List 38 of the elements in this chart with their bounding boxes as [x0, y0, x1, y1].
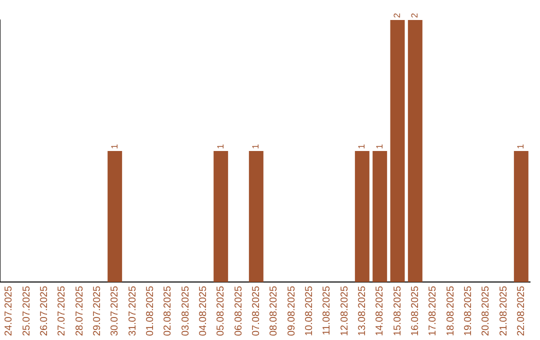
x-tick-label: 30.07.2025 — [110, 286, 121, 336]
x-tick-label: 31.07.2025 — [127, 286, 138, 336]
x-tick-label: 06.08.2025 — [233, 286, 244, 336]
x-tick-label: 20.08.2025 — [480, 286, 492, 336]
x-tick-label: 21.08.2025 — [498, 286, 510, 336]
x-tick-label: 05.08.2025 — [216, 286, 227, 336]
x-tick-label: 12.08.2025 — [339, 286, 350, 336]
data-label: 1 — [374, 144, 384, 149]
data-label: 1 — [356, 144, 367, 149]
x-tick-label: 27.07.2025 — [56, 286, 68, 336]
x-tick-label: 07.08.2025 — [250, 286, 262, 336]
x-tick-label: 18.08.2025 — [445, 286, 456, 336]
x-tick-label: 19.08.2025 — [462, 286, 474, 336]
x-tick-label: 25.07.2025 — [21, 286, 32, 336]
x-tick-label: 17.08.2025 — [428, 286, 439, 336]
x-tick-label: 15.08.2025 — [392, 286, 404, 336]
x-tick-label: 04.08.2025 — [198, 286, 209, 336]
x-tick-label: 03.08.2025 — [180, 286, 192, 336]
x-tick-label: 16.08.2025 — [410, 286, 421, 336]
x-tick-label: 24.07.2025 — [4, 286, 15, 336]
data-label: 2 — [410, 12, 420, 18]
x-tick-label: 29.07.2025 — [92, 286, 103, 336]
x-tick-label: 01.08.2025 — [144, 286, 156, 336]
data-label: 1 — [516, 144, 526, 149]
x-tick-label: 28.07.2025 — [74, 286, 86, 336]
data-label: 1 — [215, 144, 226, 149]
x-tick-label: 10.08.2025 — [304, 286, 315, 336]
x-tick-label: 09.08.2025 — [286, 286, 298, 336]
x-tick-label: 02.08.2025 — [162, 286, 174, 336]
x-tick-label: 22.08.2025 — [516, 286, 527, 336]
data-label: 1 — [109, 144, 120, 149]
data-label: 2 — [392, 12, 402, 18]
x-tick-label: 11.08.2025 — [322, 286, 333, 336]
x-tick-label: 26.07.2025 — [38, 286, 50, 336]
x-tick-label: 08.08.2025 — [268, 286, 280, 336]
x-tick-label: 14.08.2025 — [374, 286, 386, 336]
data-label: 1 — [250, 144, 261, 149]
x-tick-label: 13.08.2025 — [356, 286, 368, 336]
